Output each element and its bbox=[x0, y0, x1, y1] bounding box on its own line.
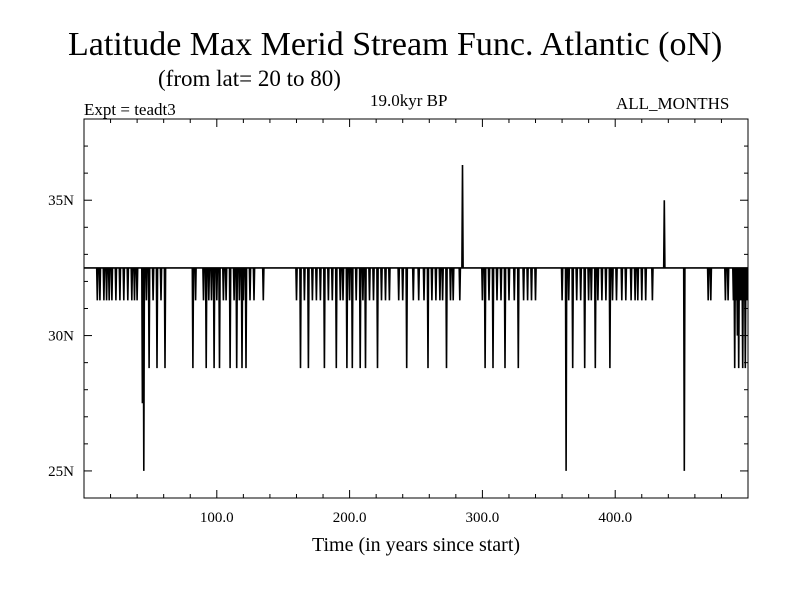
experiment-label: Expt = teadt3 bbox=[84, 100, 176, 119]
x-tick-label: 300.0 bbox=[466, 510, 500, 526]
chart-title: Latitude Max Merid Stream Func. Atlantic… bbox=[68, 26, 723, 63]
months-label: ALL_MONTHS bbox=[616, 94, 730, 113]
axis-tick-labels: 100.0 200.0 300.0 400.0 25N 30N 35N bbox=[48, 193, 632, 526]
y-tick-label: 35N bbox=[48, 193, 74, 209]
x-axis-label: Time (in years since start) bbox=[312, 534, 520, 556]
x-tick-label: 400.0 bbox=[598, 510, 632, 526]
x-tick-label: 200.0 bbox=[333, 510, 367, 526]
y-tick-label: 25N bbox=[48, 464, 74, 480]
y-tick-label: 30N bbox=[48, 329, 74, 345]
plot-frame bbox=[83, 118, 749, 499]
x-tick-label: 100.0 bbox=[200, 510, 234, 526]
chart-subtitle: (from lat= 20 to 80) bbox=[158, 66, 341, 91]
series-line bbox=[84, 164, 749, 471]
axis-ticks bbox=[84, 118, 748, 499]
era-label: 19.0kyr BP bbox=[370, 91, 448, 110]
